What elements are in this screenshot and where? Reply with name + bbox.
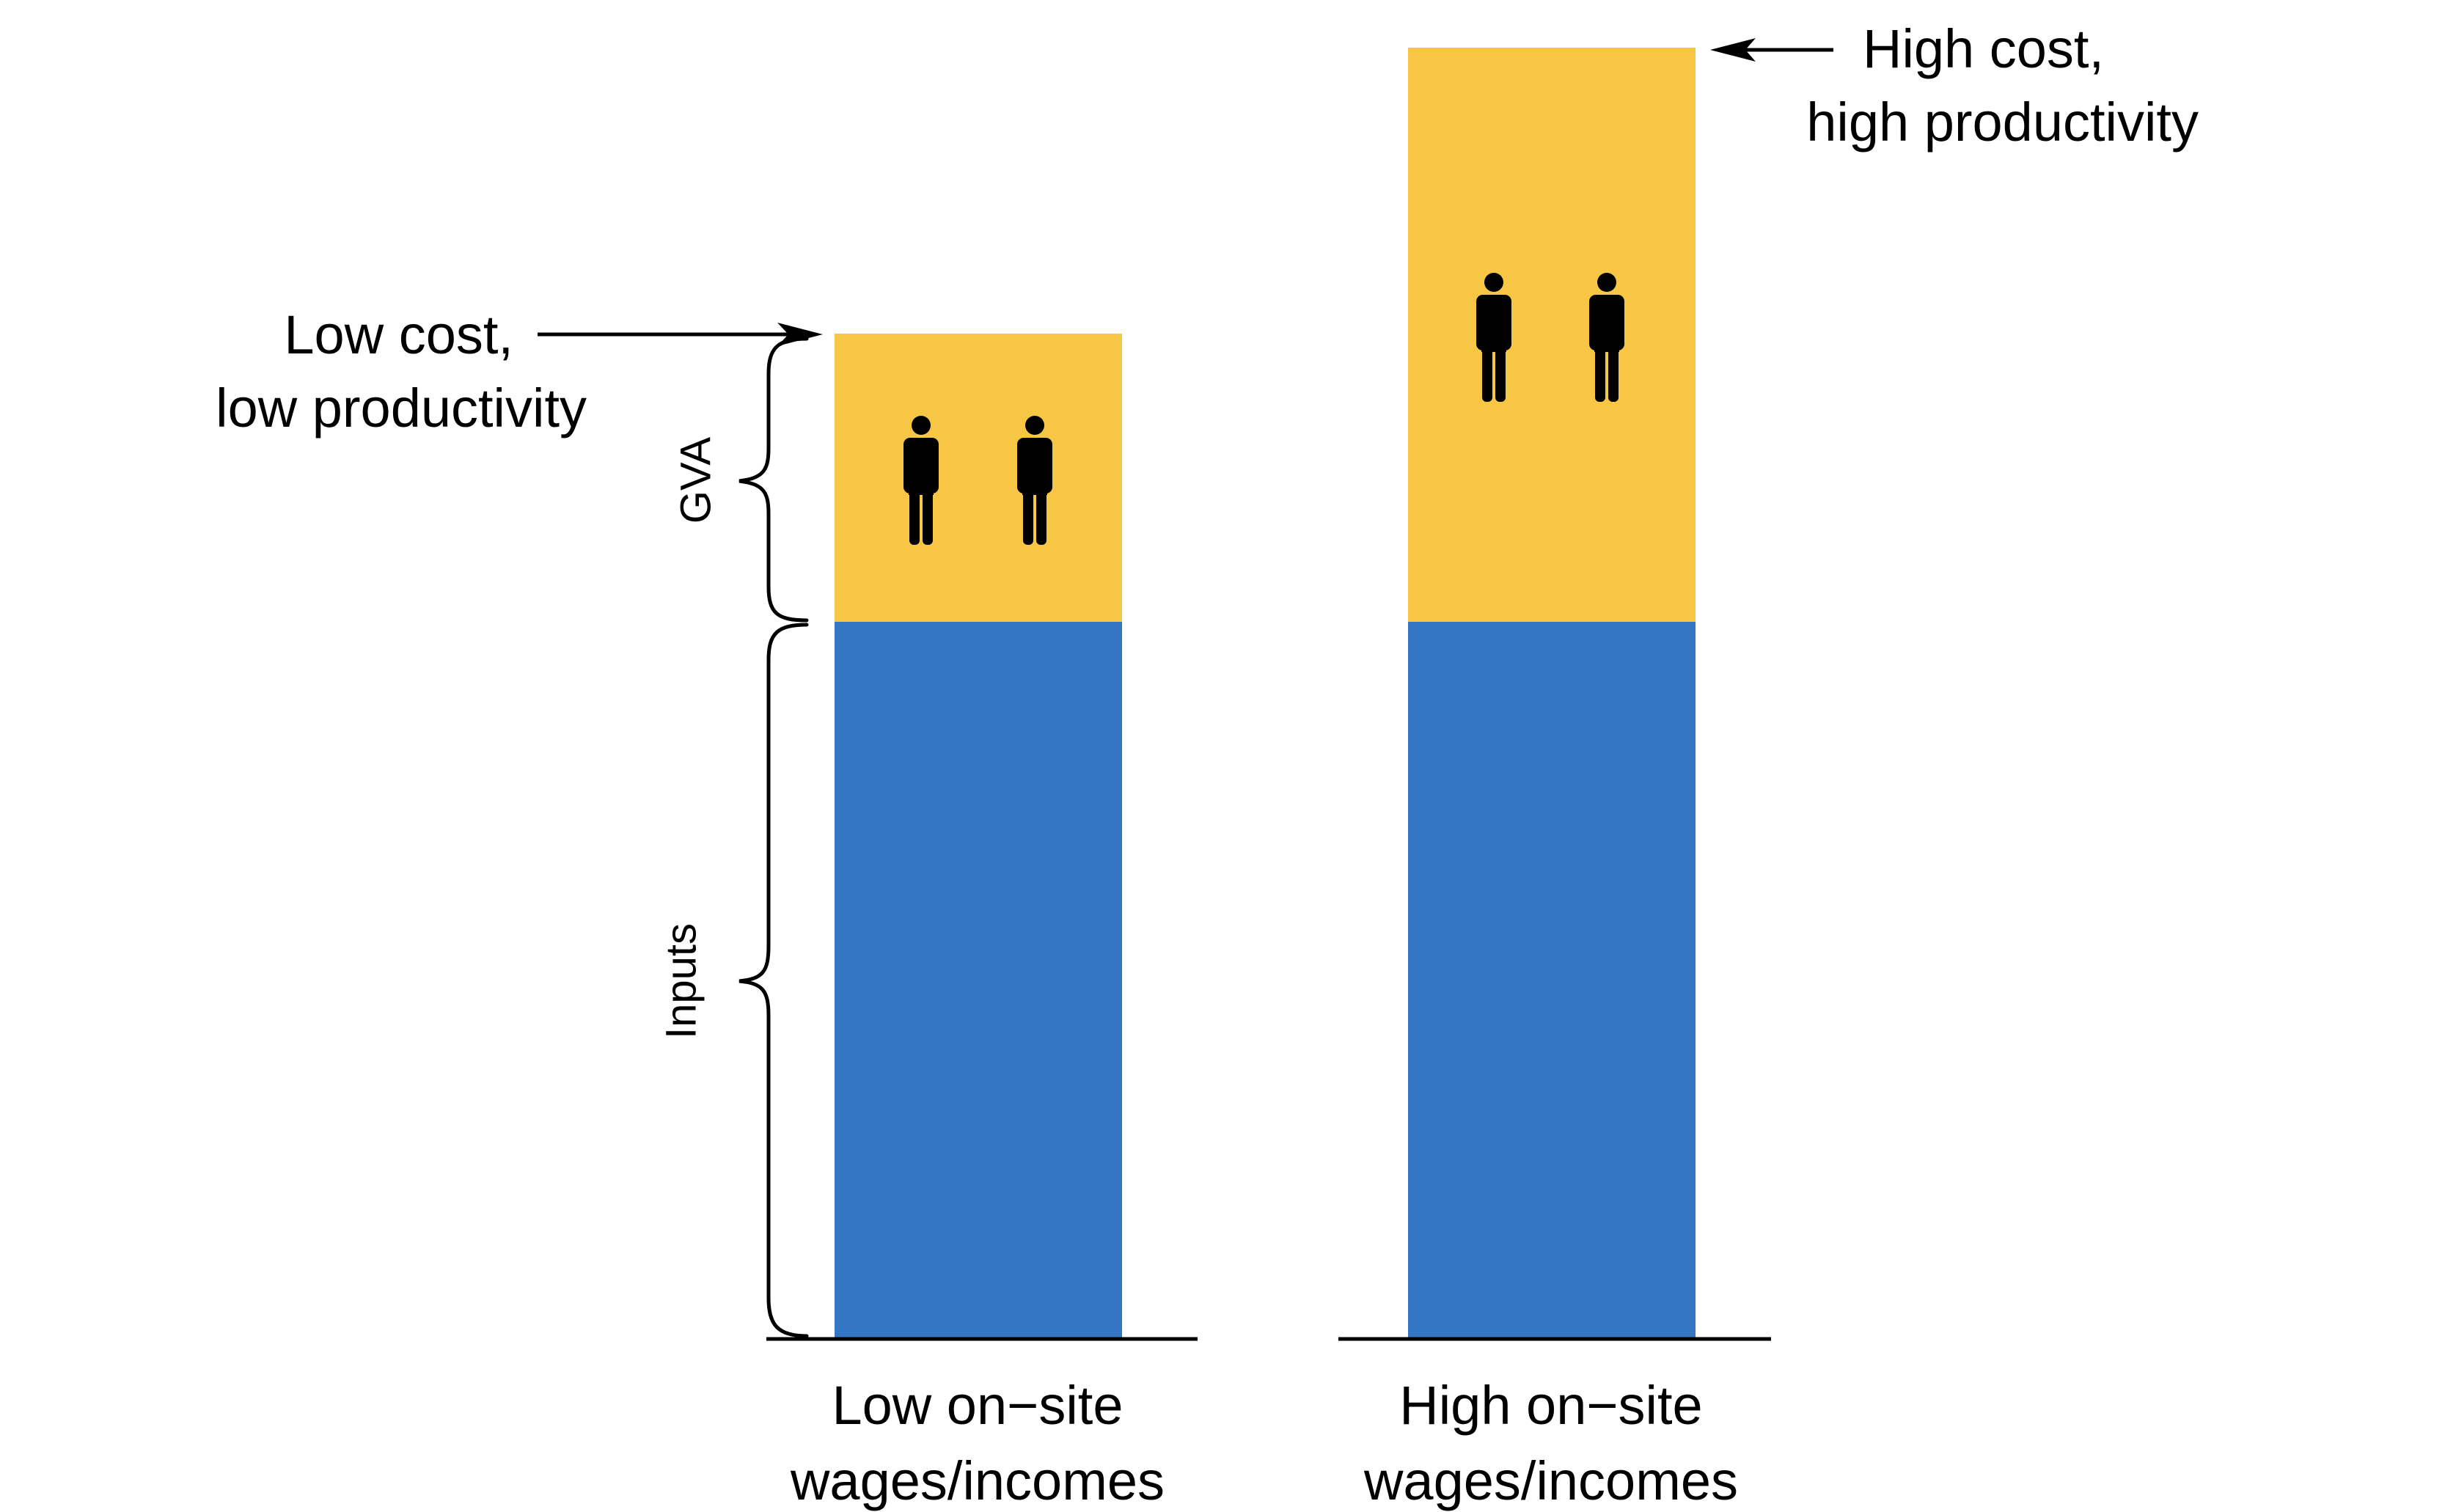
right-annotation-line2: high productivity [1806,92,2199,153]
inputs-label: Inputs [657,923,705,1039]
right-bar-inputs-segment [1408,622,1696,1339]
left-annotation-line1: Low cost, [284,304,513,365]
left-bar-gva-segment [835,334,1122,622]
right-bar-gva-segment [1408,48,1696,622]
gva-label: GVA [672,437,719,524]
left-bar [835,334,1122,1339]
right-bar [1408,48,1696,1339]
inputs-brace [738,623,809,1338]
left-annotation-line2: low productivity [216,378,587,438]
right-bar-label-line2: wages/incomes [1363,1450,1738,1511]
arrow-icon [538,323,823,346]
right-bar-label-line1: High on−site [1399,1375,1702,1436]
left-bar-inputs-segment [835,622,1122,1339]
left-bar-label-line2: wages/incomes [790,1450,1165,1511]
left-bar-label-line1: Low on−site [832,1375,1123,1436]
arrow-icon [1710,38,1833,62]
right-annotation-line1: High cost, [1863,18,2104,79]
gva-brace [738,337,809,623]
